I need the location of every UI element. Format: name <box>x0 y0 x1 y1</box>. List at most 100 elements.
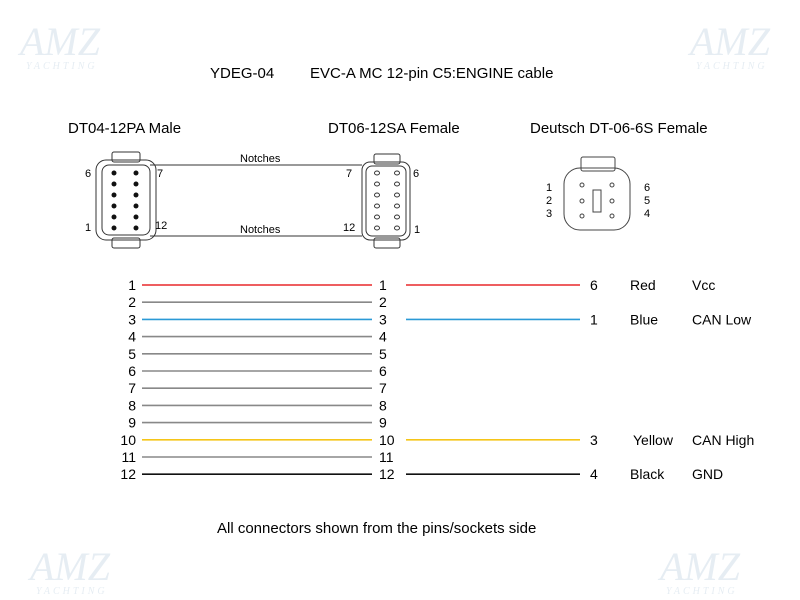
left-pin-number: 12 <box>120 466 136 482</box>
mid-pin-number: 7 <box>379 380 387 396</box>
watermark-logo: AMZ <box>657 544 741 589</box>
mid-pin-number: 3 <box>379 311 387 327</box>
male-pin-dot <box>133 181 139 187</box>
left-pin-number: 4 <box>128 329 136 345</box>
male-pin-7: 7 <box>157 168 163 180</box>
male-pin-dot <box>111 170 117 176</box>
notches-top-label: Notches <box>240 153 281 165</box>
female-socket <box>374 214 380 220</box>
female12-sockets <box>374 170 400 231</box>
right-pin-number: 6 <box>590 277 598 293</box>
left-pin-number: 2 <box>128 294 136 310</box>
mid-pin-number: 5 <box>379 346 387 362</box>
left-pin-number: 8 <box>128 397 136 413</box>
notches-bottom-label: Notches <box>240 224 281 236</box>
watermark-sub: YACHTING <box>26 61 98 72</box>
right-pin-number: 4 <box>590 466 598 482</box>
signal-name: Vcc <box>692 277 715 293</box>
female-socket <box>394 214 400 220</box>
male-pin-dot <box>111 203 117 209</box>
female12-connector-label: DT06-12SA Female <box>328 120 460 137</box>
male-pin-dot <box>133 214 139 220</box>
female12-pin-12: 12 <box>343 222 355 234</box>
male-pin-12: 12 <box>155 220 167 232</box>
male-pin-1: 1 <box>85 222 91 234</box>
female6-pin-label: 6 <box>644 182 650 194</box>
male-pin-dot <box>111 214 117 220</box>
wire-color-name: Blue <box>630 311 658 327</box>
male-pin-dot <box>133 170 139 176</box>
female-socket <box>374 203 380 209</box>
left-pin-number: 7 <box>128 380 136 396</box>
left-pin-number: 9 <box>128 415 136 431</box>
male-pin-dot <box>111 192 117 198</box>
female-socket <box>374 181 380 187</box>
footer-note: All connectors shown from the pins/socke… <box>217 520 536 537</box>
left-pin-number: 11 <box>121 449 136 465</box>
watermark-logo: AMZ <box>687 19 771 64</box>
male-pin-dot <box>111 181 117 187</box>
female-socket <box>374 225 380 231</box>
left-pin-number: 10 <box>120 432 136 448</box>
mid-pin-number: 4 <box>379 329 387 345</box>
female-socket <box>374 170 380 176</box>
watermark-logo: AMZ <box>27 544 111 589</box>
part-number: YDEG-04 <box>210 65 274 82</box>
wire-row: 12 12 4 Black GND <box>120 466 723 482</box>
male-pins <box>111 170 139 231</box>
male-pin-dot <box>133 225 139 231</box>
wire-color-name: Red <box>630 277 656 293</box>
mid-pin-number: 9 <box>379 415 387 431</box>
female12-pin-6: 6 <box>413 168 419 180</box>
female6-pin-label: 1 <box>546 182 552 194</box>
female6-pin-label: 3 <box>546 208 552 220</box>
female6-pin-label: 5 <box>644 195 650 207</box>
male-pin-dot <box>133 192 139 198</box>
left-pin-number: 6 <box>128 363 136 379</box>
female-socket <box>394 192 400 198</box>
left-pin-number: 5 <box>128 346 136 362</box>
female6-pin-label: 4 <box>644 208 650 220</box>
female6-connector-label: Deutsch DT-06-6S Female <box>530 120 708 137</box>
watermark-sub: YACHTING <box>696 61 768 72</box>
female12-pin-7: 7 <box>346 168 352 180</box>
mid-pin-number: 10 <box>379 432 395 448</box>
watermark-sub: YACHTING <box>666 586 738 597</box>
female6-pin-labels: 123 654 <box>546 182 650 220</box>
female6-connector-drawing <box>563 156 631 231</box>
male-pin-dot <box>133 203 139 209</box>
female-socket <box>394 225 400 231</box>
signal-name: CAN Low <box>692 311 752 327</box>
left-pin-number: 3 <box>128 311 136 327</box>
female12-connector-drawing <box>361 153 411 249</box>
female-socket <box>374 192 380 198</box>
right-pin-number: 1 <box>590 311 598 327</box>
male-pin-dot <box>111 225 117 231</box>
female-socket <box>394 203 400 209</box>
mid-pin-number: 12 <box>379 466 395 482</box>
wire-row: 11 11 <box>121 449 393 465</box>
male-connector-drawing <box>95 151 157 249</box>
watermarks: AMZYACHTINGAMZYACHTINGAMZYACHTINGAMZYACH… <box>17 19 771 597</box>
mid-pin-number: 8 <box>379 397 387 413</box>
right-pin-number: 3 <box>590 432 598 448</box>
female12-pin-1: 1 <box>414 224 420 236</box>
signal-name: CAN High <box>692 432 754 448</box>
watermark-logo: AMZ <box>17 19 101 64</box>
female-socket <box>394 170 400 176</box>
wire-row: 10 10 3 Yellow CAN High <box>120 432 754 448</box>
male-connector-label: DT04-12PA Male <box>68 120 181 137</box>
mid-pin-number: 2 <box>379 294 387 310</box>
watermark-sub: YACHTING <box>36 586 108 597</box>
wire-color-name: Yellow <box>633 432 674 448</box>
mid-pin-number: 6 <box>379 363 387 379</box>
